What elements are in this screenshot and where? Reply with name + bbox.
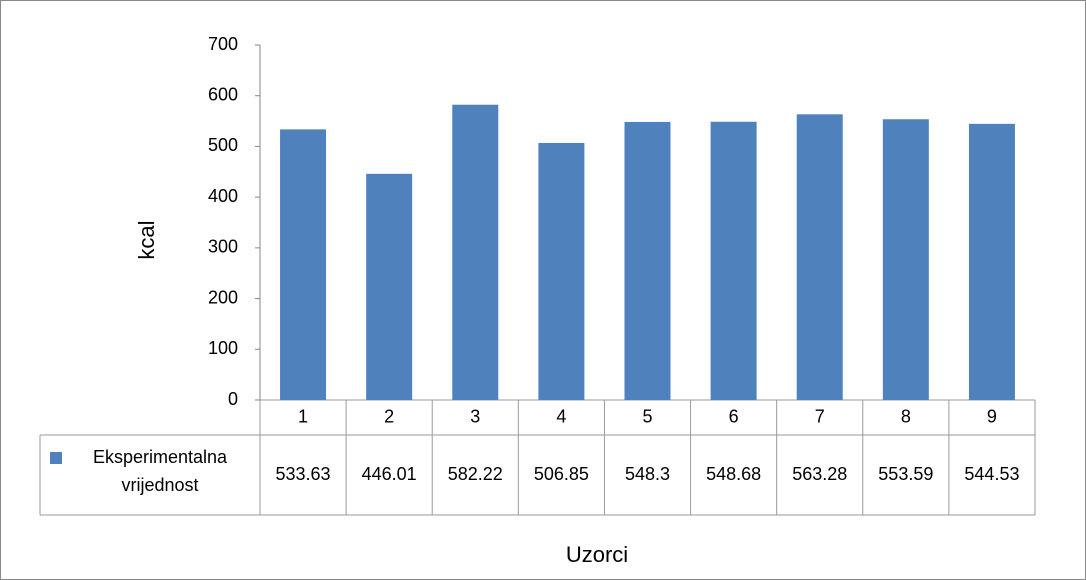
table-value: 506.85 bbox=[534, 464, 589, 484]
x-tick-label: 7 bbox=[815, 406, 825, 426]
bar bbox=[796, 114, 843, 400]
table-value: 544.53 bbox=[964, 464, 1019, 484]
table-value: 582.22 bbox=[448, 464, 503, 484]
table-value: 563.28 bbox=[792, 464, 847, 484]
x-tick-label: 8 bbox=[901, 406, 911, 426]
x-tick-label: 1 bbox=[298, 406, 308, 426]
bar bbox=[882, 119, 929, 400]
y-tick-label: 100 bbox=[208, 338, 238, 358]
x-axis-label: Uzorci bbox=[566, 542, 628, 567]
bar bbox=[624, 121, 671, 401]
y-tick-label: 500 bbox=[208, 135, 238, 155]
y-tick-label: 700 bbox=[208, 34, 238, 54]
x-tick-label: 5 bbox=[642, 406, 652, 426]
y-tick-label: 0 bbox=[228, 389, 238, 409]
y-tick-label: 400 bbox=[208, 186, 238, 206]
x-tick-label: 3 bbox=[470, 406, 480, 426]
bar bbox=[710, 121, 757, 401]
bar bbox=[452, 104, 499, 400]
table-value: 548.68 bbox=[706, 464, 761, 484]
y-tick-label: 300 bbox=[208, 237, 238, 257]
y-tick-label: 200 bbox=[208, 287, 238, 307]
table-value: 533.63 bbox=[276, 464, 331, 484]
bar bbox=[280, 129, 327, 400]
y-tick-label: 600 bbox=[208, 84, 238, 104]
bar bbox=[968, 123, 1015, 401]
legend-swatch bbox=[50, 452, 62, 464]
bar bbox=[366, 173, 413, 400]
x-tick-label: 4 bbox=[556, 406, 566, 426]
table-value: 553.59 bbox=[878, 464, 933, 484]
bar bbox=[538, 142, 585, 400]
x-tick-label: 9 bbox=[987, 406, 997, 426]
table-value: 446.01 bbox=[362, 464, 417, 484]
legend-label: Eksperimentalna vrijednost bbox=[92, 447, 228, 495]
y-axis-label: kcal bbox=[134, 220, 159, 259]
x-tick-label: 2 bbox=[384, 406, 394, 426]
table-value: 548.3 bbox=[625, 464, 670, 484]
x-tick-label: 6 bbox=[729, 406, 739, 426]
